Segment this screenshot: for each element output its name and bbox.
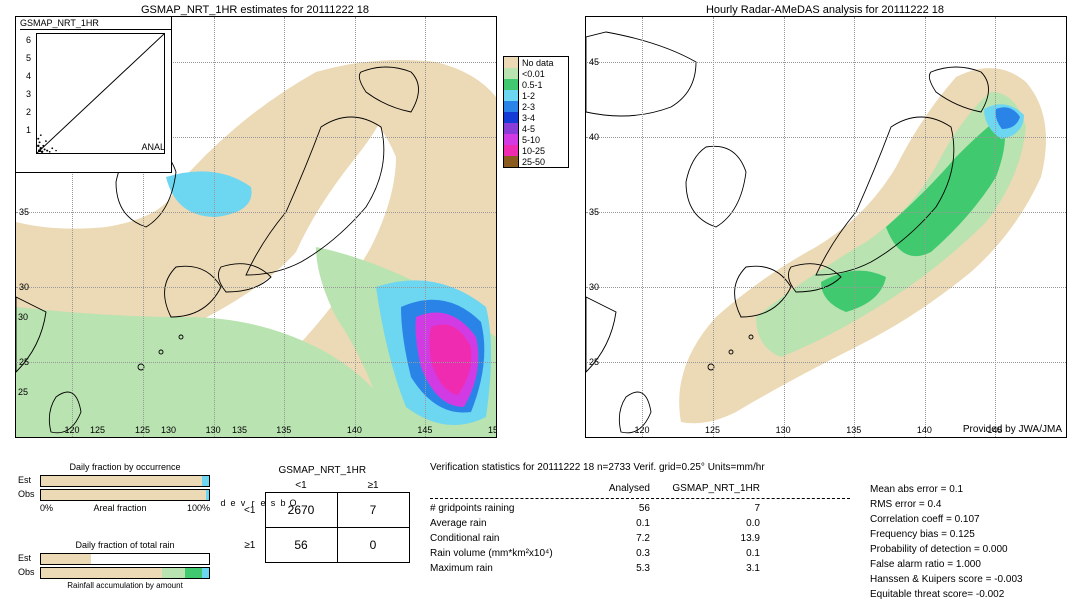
metrics-block: Mean abs error = 0.1RMS error = 0.4Corre… — [870, 482, 1075, 602]
stat-row: Average rain0.10.0 — [430, 516, 850, 531]
right-map-panel: Hourly Radar-AMeDAS analysis for 2011122… — [585, 4, 1075, 438]
metric-line: Hanssen & Kuipers score = -0.003 — [870, 572, 1075, 587]
metric-line: Equitable threat score= -0.002 — [870, 587, 1075, 602]
legend-row: 10-25 — [504, 145, 568, 156]
bars-total: Daily fraction of total rain Est Obs Rain… — [40, 540, 210, 590]
verification-header: Verification statistics for 20111222 18 … — [430, 460, 850, 475]
legend-row: <0.01 — [504, 68, 568, 79]
legend-row: 25-50 — [504, 156, 568, 167]
legend-row: No data — [504, 57, 568, 68]
axis-left: 0% — [40, 503, 53, 513]
stat-row: # gridpoints raining567 — [430, 501, 850, 516]
metric-line: RMS error = 0.4 — [870, 497, 1075, 512]
axis-mid: Areal fraction — [93, 503, 146, 513]
bars-total-title: Daily fraction of total rain — [40, 540, 210, 550]
color-legend: No data<0.010.5-11-22-33-44-55-1010-2525… — [503, 56, 569, 168]
inset-title: GSMAP_NRT_1HR — [20, 17, 171, 30]
right-map-title: Hourly Radar-AMeDAS analysis for 2011122… — [585, 4, 1065, 16]
inset-axis-label: ANAL — [141, 142, 165, 152]
verif-col1: Analysed — [580, 481, 650, 496]
stat-row: Rain volume (mm*km²x10⁴)0.30.1 — [430, 546, 850, 561]
metric-line: Mean abs error = 0.1 — [870, 482, 1075, 497]
legend-row: 0.5-1 — [504, 79, 568, 90]
bar-row: Est — [40, 553, 210, 565]
axis-label-total: Rainfall accumulation by amount — [67, 581, 183, 590]
stat-row: Conditional rain7.213.9 — [430, 531, 850, 546]
metric-line: Probability of detection = 0.000 — [870, 542, 1075, 557]
bar-row: Obs — [40, 489, 210, 501]
metric-line: Correlation coeff = 0.107 — [870, 512, 1075, 527]
bars-occurrence: Daily fraction by occurrence Est Obs 0% A… — [40, 462, 210, 513]
legend-row: 3-4 — [504, 112, 568, 123]
contingency-col-title: GSMAP_NRT_1HR — [235, 465, 410, 476]
bar-row: Obs — [40, 567, 210, 579]
legend-row: 4-5 — [504, 123, 568, 134]
legend-row: 5-10 — [504, 134, 568, 145]
legend-row: 1-2 — [504, 90, 568, 101]
contingency-row-title: Observed — [218, 498, 298, 578]
legend-row: 2-3 — [504, 101, 568, 112]
bar-row: Est — [40, 475, 210, 487]
metric-line: Frequency bias = 0.125 — [870, 527, 1075, 542]
bars-occurrence-title: Daily fraction by occurrence — [40, 462, 210, 472]
left-map-title: GSMAP_NRT_1HR estimates for 20111222 18 — [15, 4, 495, 16]
verif-col2: GSMAP_NRT_1HR — [650, 481, 760, 496]
right-map-svg — [586, 17, 1066, 437]
axis-right: 100% — [187, 503, 210, 513]
right-map-box: Provided by JWA/JMA 12012513013514014525… — [585, 16, 1067, 438]
right-map-footer: Provided by JWA/JMA — [963, 424, 1062, 435]
stat-row: Maximum rain5.33.1 — [430, 561, 850, 576]
verification-block: Verification statistics for 20111222 18 … — [430, 460, 850, 576]
left-map-panel: GSMAP_NRT_1HR estimates for 20111222 18 — [15, 4, 575, 438]
inset-scatter: GSMAP_NRT_1HR ANAL 6 5 4 3 2 1 — [15, 16, 172, 173]
metric-line: False alarm ratio = 1.000 — [870, 557, 1075, 572]
